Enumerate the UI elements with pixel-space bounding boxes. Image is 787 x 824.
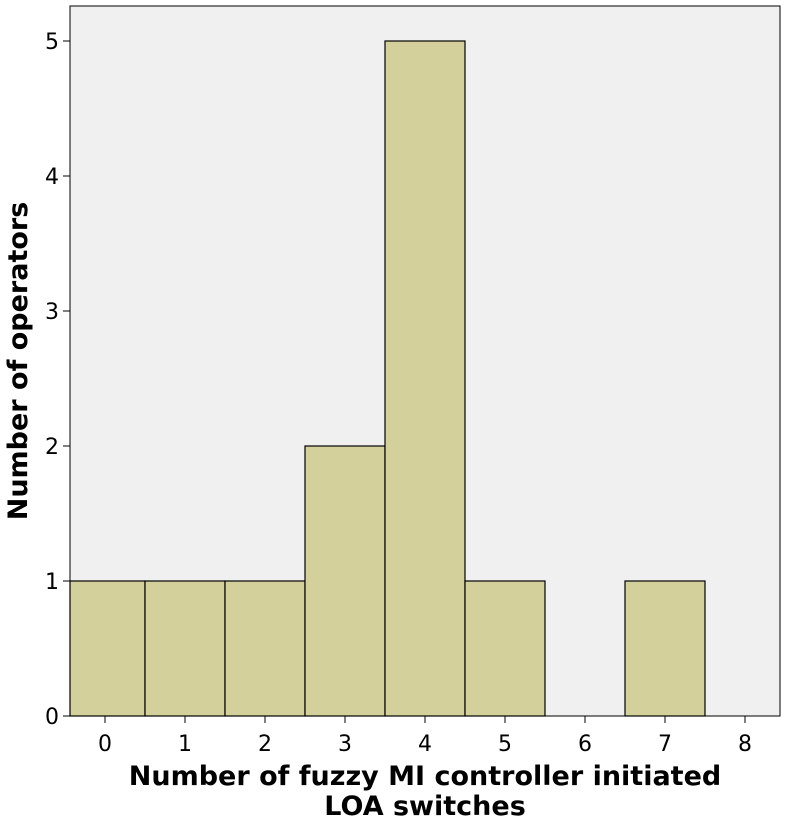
y-tick-label-1: 1	[45, 570, 59, 595]
y-tick-label-3: 3	[45, 300, 59, 325]
y-tick-label-4: 4	[45, 165, 59, 190]
y-axis-title: Number of operators	[3, 202, 34, 521]
x-axis-ticks: 0 1 2 3 4 5 6 7 8	[98, 716, 752, 757]
histogram-bar-3	[304, 445, 386, 717]
x-tick-label-2: 2	[258, 732, 272, 757]
histogram-bar-2	[224, 580, 306, 717]
histogram-bar-4	[384, 40, 466, 717]
y-tick-label-5: 5	[45, 30, 59, 55]
histogram-bar-0	[69, 580, 146, 717]
x-tick-label-5: 5	[498, 732, 512, 757]
x-tick-label-3: 3	[338, 732, 352, 757]
y-tick-label-0: 0	[45, 705, 59, 730]
x-tick-label-6: 6	[578, 732, 592, 757]
histogram-bar-6	[624, 580, 706, 717]
histogram-bar-1	[144, 580, 226, 717]
x-axis-title-line-2: LOA switches	[324, 791, 526, 822]
x-tick-label-4: 4	[418, 732, 432, 757]
x-tick-label-0: 0	[98, 732, 112, 757]
histogram-bar-5	[464, 580, 546, 717]
x-axis-title-line-1: Number of fuzzy MI controller initiated	[129, 761, 721, 792]
x-tick-label-7: 7	[658, 732, 672, 757]
x-tick-label-8: 8	[738, 732, 752, 757]
y-tick-label-2: 2	[45, 435, 59, 460]
x-tick-label-1: 1	[178, 732, 192, 757]
bars-layer	[69, 40, 706, 717]
y-axis-ticks: 0 1 2 3 4 5	[45, 30, 70, 730]
